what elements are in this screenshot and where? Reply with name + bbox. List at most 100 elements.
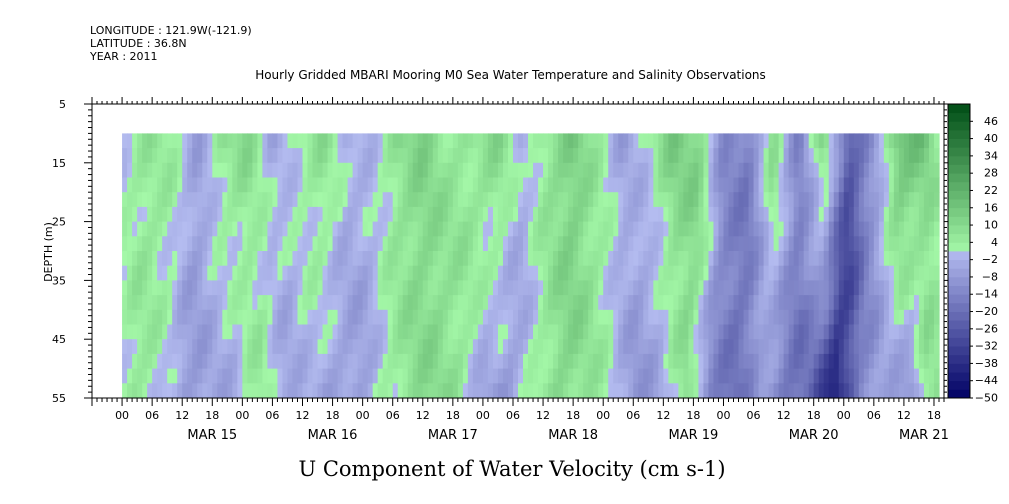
heatmap-cell xyxy=(332,353,339,370)
heatmap-cell xyxy=(808,177,815,193)
heatmap-cell xyxy=(673,192,679,208)
heatmap-cell xyxy=(337,339,344,355)
heatmap-cell xyxy=(422,368,429,384)
heatmap-cell xyxy=(457,324,464,340)
heatmap-cell xyxy=(568,280,574,296)
heatmap-cell xyxy=(673,265,679,281)
heatmap-cell xyxy=(753,353,760,370)
heatmap-cell xyxy=(172,221,178,237)
heatmap-cell xyxy=(332,265,339,281)
heatmap-cell xyxy=(888,133,895,149)
heatmap-cell xyxy=(397,368,404,384)
heatmap-cell xyxy=(778,295,785,311)
heatmap-cell xyxy=(768,206,775,223)
heatmap-cell xyxy=(452,339,459,355)
heatmap-cell xyxy=(252,324,258,340)
heatmap-cell xyxy=(402,221,409,237)
heatmap-cell xyxy=(442,251,449,267)
heatmap-cell xyxy=(863,309,870,326)
heatmap-cell xyxy=(312,383,319,399)
heatmap-cell xyxy=(387,295,394,311)
heatmap-cell xyxy=(708,339,715,355)
heatmap-cell xyxy=(578,148,584,164)
heatmap-cell xyxy=(412,221,419,237)
heatmap-cell xyxy=(417,309,424,326)
heatmap-cell xyxy=(768,148,775,164)
heatmap-cell xyxy=(783,133,790,149)
heatmap-cell xyxy=(327,353,334,370)
heatmap-cell xyxy=(252,295,258,311)
heatmap-cell xyxy=(563,383,569,399)
heatmap-cell xyxy=(868,383,875,399)
heatmap-cell xyxy=(152,192,158,208)
heatmap-cell xyxy=(668,133,674,149)
heatmap-cell xyxy=(873,383,880,399)
heatmap-cell xyxy=(928,251,935,267)
heatmap-cell xyxy=(678,236,684,252)
heatmap-cell xyxy=(212,148,218,164)
colorbar-swatch xyxy=(948,104,970,114)
heatmap-cell xyxy=(688,192,695,208)
heatmap-cell xyxy=(688,236,695,252)
heatmap-cell xyxy=(272,206,279,223)
heatmap-cell xyxy=(487,133,494,149)
heatmap-cell xyxy=(933,251,940,267)
heatmap-cell xyxy=(903,236,910,252)
heatmap-cell xyxy=(753,236,760,252)
heatmap-cell xyxy=(568,265,574,281)
heatmap-cell xyxy=(588,162,594,179)
heatmap-cell xyxy=(828,309,835,326)
heatmap-cell xyxy=(317,177,324,193)
x-hour-label: 12 xyxy=(656,409,670,422)
heatmap-cell xyxy=(748,221,755,237)
heatmap-cell xyxy=(648,192,654,208)
heatmap-cell xyxy=(512,251,519,267)
heatmap-cell xyxy=(558,162,564,179)
heatmap-cell xyxy=(783,309,790,326)
heatmap-cell xyxy=(512,353,519,370)
heatmap-cell xyxy=(197,133,203,149)
heatmap-cell xyxy=(147,383,153,399)
heatmap-cell xyxy=(382,295,389,311)
heatmap-cell xyxy=(738,339,745,355)
heatmap-cell xyxy=(853,295,860,311)
heatmap-cell xyxy=(477,236,484,252)
heatmap-cell xyxy=(162,383,168,399)
heatmap-cell xyxy=(152,383,158,399)
heatmap-cell xyxy=(472,133,479,149)
heatmap-cell xyxy=(878,280,885,296)
heatmap-cell xyxy=(322,353,329,370)
heatmap-cell xyxy=(337,192,344,208)
x-hour-label: 12 xyxy=(536,409,550,422)
heatmap-cell xyxy=(873,368,880,384)
heatmap-cell xyxy=(437,177,444,193)
colorbar-label: −50 xyxy=(975,392,998,405)
heatmap-cell xyxy=(402,309,409,326)
heatmap-cell xyxy=(162,368,168,384)
heatmap-cell xyxy=(923,162,930,179)
heatmap-cell xyxy=(152,280,158,296)
heatmap-cell xyxy=(848,148,855,164)
heatmap-cell xyxy=(482,177,489,193)
heatmap-cell xyxy=(803,162,810,179)
heatmap-cell xyxy=(873,236,880,252)
heatmap-cell xyxy=(452,133,459,149)
heatmap-cell xyxy=(598,309,604,326)
heatmap-cell xyxy=(227,148,233,164)
heatmap-cell xyxy=(758,295,765,311)
heatmap-cell xyxy=(172,162,178,179)
heatmap-cell xyxy=(763,177,770,193)
heatmap-cell xyxy=(192,221,198,237)
heatmap-cell xyxy=(843,295,850,311)
heatmap-cell xyxy=(222,148,228,164)
heatmap-cell xyxy=(523,324,529,340)
heatmap-cell xyxy=(593,368,599,384)
heatmap-cell xyxy=(277,324,284,340)
heatmap-cell xyxy=(703,295,710,311)
heatmap-cell xyxy=(227,206,233,223)
heatmap-cell xyxy=(773,353,780,370)
heatmap-cell xyxy=(873,251,880,267)
heatmap-cell xyxy=(502,324,509,340)
heatmap-cell xyxy=(252,206,258,223)
heatmap-cell xyxy=(723,383,730,399)
